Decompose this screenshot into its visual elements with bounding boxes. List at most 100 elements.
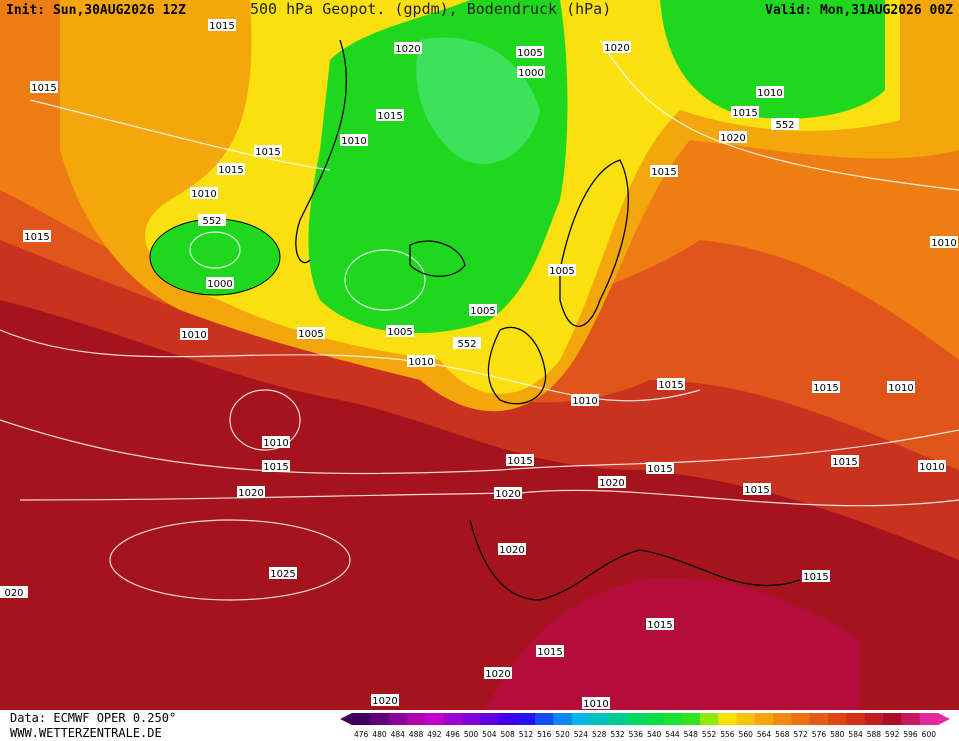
colorbar-label: 500 bbox=[464, 730, 479, 739]
colorbar-swatch bbox=[828, 713, 847, 725]
colorbar-label: 484 bbox=[391, 730, 406, 739]
colorbar-label: 568 bbox=[775, 730, 790, 739]
label-box bbox=[657, 378, 685, 390]
colorbar-label: 476 bbox=[354, 730, 369, 739]
label-box bbox=[180, 328, 208, 340]
isobar-label: 1020 bbox=[495, 489, 520, 500]
coast-greenland bbox=[295, 39, 348, 264]
colorbar-label: 488 bbox=[409, 730, 424, 739]
colorbar-swatch bbox=[864, 713, 884, 725]
colorbar-label: 536 bbox=[629, 730, 644, 739]
colorbar-label: 516 bbox=[537, 730, 552, 739]
label-box bbox=[198, 214, 226, 226]
label-box bbox=[484, 667, 512, 679]
map-field bbox=[0, 0, 959, 720]
isobar-label: 1000 bbox=[207, 279, 232, 290]
label-box bbox=[371, 694, 399, 706]
label-box bbox=[831, 455, 859, 467]
isobar bbox=[0, 419, 959, 475]
colorbar-swatch bbox=[699, 713, 719, 725]
isobar-label: 1020 bbox=[372, 696, 397, 707]
colorbar-label: 496 bbox=[446, 730, 461, 739]
isobar-label: 1015 bbox=[732, 108, 757, 119]
data-source: Data: ECMWF OPER 0.250° bbox=[10, 711, 176, 725]
label-box bbox=[743, 483, 771, 495]
label-box bbox=[603, 41, 631, 53]
isobar-label: 1015 bbox=[255, 147, 280, 158]
colorbar-label: 524 bbox=[574, 730, 589, 739]
colorbar-label: 552 bbox=[702, 730, 717, 739]
label-box bbox=[254, 145, 282, 157]
label-box bbox=[517, 66, 545, 78]
isobar-label: 1005 bbox=[517, 48, 542, 59]
label-box bbox=[237, 486, 265, 498]
colorbar-swatch bbox=[571, 713, 591, 725]
isobar-label: 020 bbox=[4, 588, 23, 599]
low-north bbox=[660, 0, 885, 119]
isobar bbox=[109, 519, 351, 601]
colorbar-swatch bbox=[553, 713, 573, 725]
website: WWW.WETTERZENTRALE.DE bbox=[10, 726, 162, 740]
isobar-label: 1015 bbox=[263, 462, 288, 473]
isobar-labels: 1015 1020 1005 1000 1020 1015 1010 1015 1015 552 1… bbox=[0, 19, 958, 710]
isobar-label: 1015 bbox=[647, 464, 672, 475]
label-box bbox=[407, 355, 435, 367]
isobar-label: 1015 bbox=[537, 647, 562, 658]
coast-iberia bbox=[469, 519, 801, 601]
colorbar-swatch bbox=[352, 713, 371, 725]
isobar-label: 1015 bbox=[651, 167, 676, 178]
colorbar-swatch bbox=[443, 713, 463, 725]
map-title: 500 hPa Geopot. (gpdm), Bodendruck (hPa) bbox=[250, 0, 611, 18]
label-box bbox=[340, 134, 368, 146]
colorbar-swatch bbox=[919, 713, 939, 725]
isobar bbox=[29, 99, 331, 171]
label-box bbox=[930, 236, 958, 248]
colorbar-swatch bbox=[590, 713, 609, 725]
label-box bbox=[812, 381, 840, 393]
isobar-label: 1010 bbox=[583, 699, 608, 710]
label-box bbox=[469, 304, 497, 316]
colorbar: 476 480 484 488 492 496 500 504 508 512 516 520 524 5… bbox=[340, 713, 950, 739]
label-box bbox=[756, 86, 784, 98]
isobar bbox=[229, 389, 301, 451]
colorbar-swatch bbox=[681, 713, 701, 725]
label-box bbox=[731, 106, 759, 118]
isobar-label: 1005 bbox=[298, 329, 323, 340]
isobar-label: 1020 bbox=[604, 43, 629, 54]
isobar-label: 1015 bbox=[744, 485, 769, 496]
colorbar-label: 520 bbox=[555, 730, 570, 739]
isobar-label: 1020 bbox=[720, 133, 745, 144]
isobar-label: 1015 bbox=[218, 165, 243, 176]
colorbar-swatch bbox=[626, 713, 646, 725]
colorbar-swatch bbox=[425, 713, 445, 725]
isobar-label: 1010 bbox=[931, 238, 956, 249]
isobar-label: 1010 bbox=[572, 396, 597, 407]
label-box bbox=[646, 462, 674, 474]
isobar-label: 1015 bbox=[377, 111, 402, 122]
label-box bbox=[548, 264, 576, 276]
isobar-label: 1025 bbox=[270, 569, 295, 580]
label-box bbox=[918, 460, 946, 472]
label-box bbox=[598, 476, 626, 488]
label-box bbox=[30, 81, 58, 93]
label-box bbox=[208, 19, 236, 31]
colorbar-label: 584 bbox=[848, 730, 863, 739]
valid-time: Valid: Mon,31AUG2026 00Z bbox=[765, 3, 953, 18]
isobar-label: 1020 bbox=[599, 478, 624, 489]
label-box bbox=[297, 327, 325, 339]
colorbar-swatch bbox=[718, 713, 738, 725]
isobar-label: 1010 bbox=[341, 136, 366, 147]
colorbar-label: 596 bbox=[903, 730, 918, 739]
colorbar-swatch bbox=[370, 713, 390, 725]
label-box bbox=[0, 586, 28, 598]
label-box bbox=[394, 42, 422, 54]
colorbar-swatch bbox=[809, 713, 829, 725]
colorbar-label: 528 bbox=[592, 730, 607, 739]
colorbar-label: 588 bbox=[867, 730, 882, 739]
colorbar-arrow-right bbox=[938, 713, 950, 725]
isobar-label: 552 bbox=[775, 120, 794, 131]
label-box bbox=[386, 325, 414, 337]
isobar-label: 1020 bbox=[395, 44, 420, 55]
colorbar-label: 544 bbox=[665, 730, 680, 739]
